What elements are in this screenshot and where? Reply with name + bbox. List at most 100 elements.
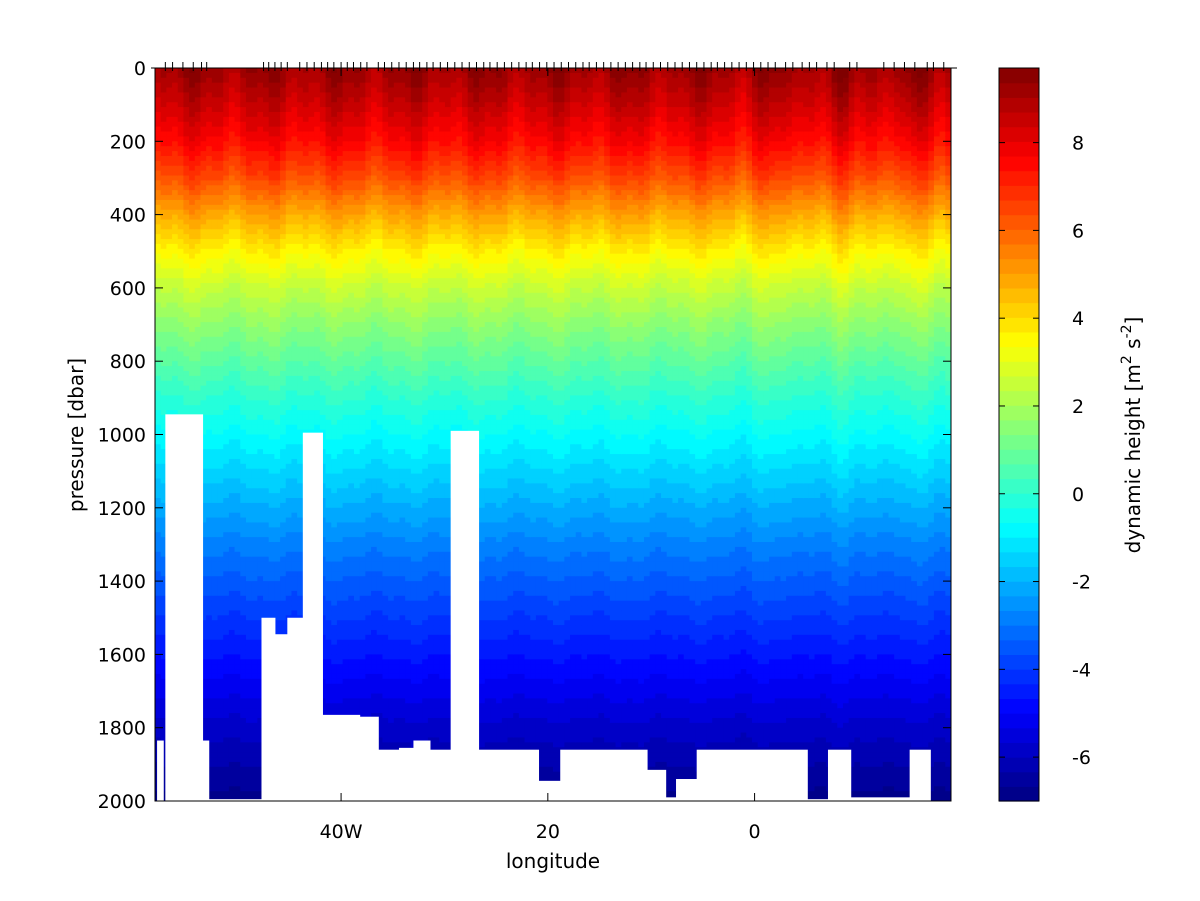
field-cell	[211, 605, 219, 612]
field-cell	[211, 322, 219, 328]
field-cell	[280, 131, 287, 138]
field-cell	[274, 429, 281, 436]
field-cell	[325, 77, 332, 84]
field-cell	[206, 512, 213, 519]
field-cell	[211, 390, 219, 397]
field-cell	[280, 375, 287, 382]
field-cell	[336, 268, 344, 274]
field-cell	[206, 522, 213, 528]
field-cell	[160, 590, 167, 597]
field-cell	[319, 620, 327, 626]
field-cell	[291, 366, 298, 372]
field-cell	[206, 502, 213, 509]
field-cell	[342, 214, 349, 221]
field-cell	[314, 326, 321, 333]
field-cell	[325, 458, 332, 465]
field-cell	[217, 600, 224, 607]
field-cell	[245, 620, 253, 626]
field-cell	[206, 253, 213, 260]
field-cell	[308, 424, 315, 431]
field-cell	[217, 331, 224, 338]
field-cell	[166, 180, 173, 186]
field-cell	[274, 361, 281, 367]
field-cell	[200, 659, 207, 665]
field-cell	[342, 107, 349, 113]
field-cell	[155, 639, 162, 646]
field-cell	[257, 498, 264, 504]
field-cell	[274, 581, 281, 587]
field-cell	[251, 199, 258, 206]
field-cell	[336, 542, 344, 548]
field-cell	[302, 287, 310, 294]
field-cell	[211, 781, 219, 787]
field-cell	[211, 180, 219, 186]
field-cell	[223, 752, 230, 758]
field-cell	[228, 341, 236, 348]
field-cell	[263, 190, 270, 196]
field-cell	[234, 649, 241, 655]
field-cell	[189, 146, 196, 152]
field-cell	[172, 400, 179, 406]
field-cell	[257, 429, 264, 436]
field-cell	[319, 414, 327, 421]
field-cell	[160, 498, 167, 504]
field-cell	[155, 649, 162, 655]
field-cell	[274, 605, 281, 612]
field-cell	[245, 199, 253, 206]
field-cell	[297, 297, 304, 304]
field-cell	[189, 287, 196, 294]
field-cell	[308, 283, 315, 289]
field-cell	[291, 248, 298, 255]
field-cell	[206, 278, 213, 284]
field-cell	[302, 180, 310, 186]
field-cell	[302, 326, 310, 333]
field-cell	[240, 664, 247, 670]
field-cell	[245, 380, 253, 387]
field-cell	[251, 708, 258, 714]
field-cell	[172, 102, 179, 108]
field-cell	[331, 170, 338, 177]
field-cell	[234, 629, 241, 636]
field-cell	[160, 204, 167, 211]
field-cell	[297, 590, 304, 597]
field-cell	[319, 258, 327, 265]
field-cell	[194, 199, 202, 206]
field-cell	[245, 454, 253, 460]
field-cell	[297, 561, 304, 568]
field-cell	[194, 312, 202, 318]
field-cell	[308, 395, 315, 401]
field-cell	[280, 351, 287, 357]
field-cell	[319, 204, 327, 211]
field-cell	[336, 698, 344, 704]
field-cell	[200, 517, 207, 524]
field-cell	[217, 781, 224, 787]
field-cell	[206, 796, 213, 801]
field-cell	[319, 370, 327, 377]
field-cell	[217, 341, 224, 348]
field-cell	[291, 458, 298, 465]
field-cell	[172, 131, 179, 138]
field-cell	[245, 439, 253, 445]
field-cell	[177, 195, 185, 201]
field-cell	[200, 165, 207, 172]
field-cell	[263, 170, 270, 177]
field-cell	[297, 307, 304, 313]
field-cell	[240, 439, 247, 445]
field-cell	[297, 283, 304, 289]
field-cell	[245, 727, 253, 734]
field-cell	[234, 419, 241, 426]
field-cell	[200, 434, 207, 440]
field-cell	[240, 429, 247, 436]
field-cell	[228, 68, 236, 74]
field-cell	[223, 463, 230, 470]
field-cell	[314, 234, 321, 240]
field-cell	[319, 165, 327, 172]
field-cell	[245, 654, 253, 660]
field-cell	[228, 356, 236, 362]
field-cell	[223, 175, 230, 181]
field-cell	[240, 312, 247, 318]
field-cell	[280, 356, 287, 362]
field-cell	[245, 478, 253, 484]
field-cell	[160, 141, 167, 147]
field-cell	[217, 478, 224, 484]
